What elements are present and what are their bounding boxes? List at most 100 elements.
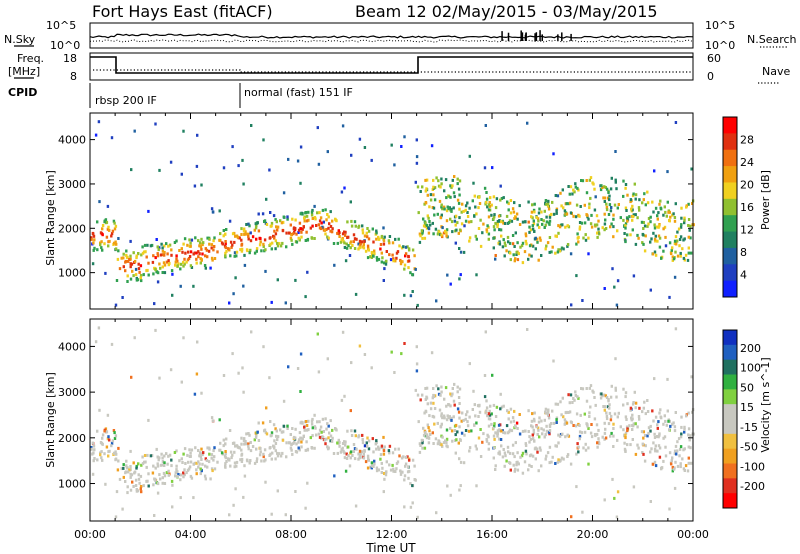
power-cell xyxy=(163,244,166,248)
power-cell xyxy=(450,220,454,224)
velocity-cell xyxy=(535,425,538,429)
power-cell xyxy=(548,236,552,239)
power-cell xyxy=(432,232,435,236)
velocity-cell xyxy=(603,498,606,502)
velocity-cell xyxy=(417,420,420,424)
velocity-cell xyxy=(443,416,446,420)
power-cell xyxy=(210,256,214,260)
power-cell xyxy=(339,240,343,244)
velocity-cell xyxy=(392,467,395,471)
power-cell xyxy=(545,220,549,224)
velocity-cell xyxy=(139,485,143,488)
velocity-cell xyxy=(132,461,135,465)
power-cell xyxy=(294,218,297,222)
power-cell xyxy=(159,266,162,270)
power-cell xyxy=(426,214,429,218)
velocity-cell xyxy=(507,410,510,414)
power-cell xyxy=(468,239,471,243)
velocity-cell xyxy=(474,414,477,418)
velocity-cell xyxy=(609,395,613,399)
velocity-cell xyxy=(299,436,303,440)
power-cell xyxy=(182,260,185,264)
velocity-cell xyxy=(235,464,238,468)
velocity-cell xyxy=(432,387,435,390)
velocity-cell xyxy=(135,489,139,493)
power-cell xyxy=(105,220,109,224)
power-cell xyxy=(184,251,187,255)
velocity-cell xyxy=(248,461,251,465)
velocity-cell xyxy=(347,454,350,458)
power-cell xyxy=(530,210,534,214)
velocity-cell xyxy=(298,431,302,435)
velocity-cell xyxy=(475,421,478,425)
power-cell xyxy=(282,220,285,224)
power-cell xyxy=(512,210,516,214)
power-cell xyxy=(177,262,180,266)
power-cell xyxy=(181,250,184,254)
power-cell xyxy=(171,272,174,276)
power-cell xyxy=(326,213,329,216)
velocity-cell xyxy=(445,441,448,444)
power-cell xyxy=(610,222,613,226)
velocity-cell xyxy=(415,362,419,366)
power-cell xyxy=(274,232,278,236)
velocity-cell xyxy=(458,488,461,492)
velocity-cell xyxy=(230,456,233,460)
power-cell xyxy=(673,242,677,246)
velocity-cell xyxy=(385,470,388,474)
velocity-cell xyxy=(381,466,384,470)
velocity-cell xyxy=(92,444,96,448)
velocity-cell xyxy=(684,464,688,468)
power-cell xyxy=(298,221,302,225)
power-cell xyxy=(126,274,129,278)
power-cell xyxy=(299,145,303,149)
power-cell xyxy=(349,240,353,244)
velocity-cell xyxy=(456,430,459,434)
colorbar-tick-label: 12 xyxy=(740,224,754,237)
power-cell xyxy=(390,143,393,147)
power-cell xyxy=(347,244,350,248)
velocity-cell xyxy=(186,453,189,457)
power-cell xyxy=(354,224,357,228)
velocity-cell xyxy=(344,469,348,473)
velocity-cell xyxy=(156,482,160,486)
velocity-cell xyxy=(575,452,578,456)
power-cell xyxy=(279,244,283,248)
velocity-cell xyxy=(656,423,659,427)
power-cell xyxy=(535,216,538,219)
power-cell xyxy=(642,227,645,230)
velocity-cell xyxy=(531,454,535,458)
velocity-cell xyxy=(100,456,103,460)
velocity-cell xyxy=(317,432,321,436)
velocity-cell xyxy=(165,471,169,475)
power-cell xyxy=(115,242,118,246)
power-cell xyxy=(602,196,605,200)
power-cell xyxy=(189,264,193,268)
velocity-cell xyxy=(291,452,294,456)
power-cell xyxy=(152,254,155,258)
velocity-cell xyxy=(171,483,174,487)
power-cell xyxy=(144,250,147,254)
power-cell xyxy=(462,209,465,213)
power-cell xyxy=(231,243,234,247)
power-cell xyxy=(588,206,591,210)
power-cell xyxy=(211,210,215,214)
velocity-cell xyxy=(289,446,293,450)
power-cell xyxy=(585,213,588,217)
nave-tick-high: 60 xyxy=(707,52,721,65)
power-cell xyxy=(528,244,532,248)
velocity-cell xyxy=(189,451,192,455)
power-cell xyxy=(235,254,238,258)
power-cell xyxy=(547,207,551,211)
power-cell xyxy=(346,220,349,224)
power-cell xyxy=(536,240,539,244)
power-cell xyxy=(624,206,628,210)
velocity-cell xyxy=(375,439,378,443)
velocity-cell xyxy=(496,429,500,433)
velocity-cell xyxy=(559,400,562,404)
power-cell xyxy=(373,252,376,256)
velocity-cell xyxy=(213,455,216,459)
power-cell xyxy=(417,211,420,215)
power-cell xyxy=(242,182,245,186)
velocity-cell xyxy=(492,403,496,407)
